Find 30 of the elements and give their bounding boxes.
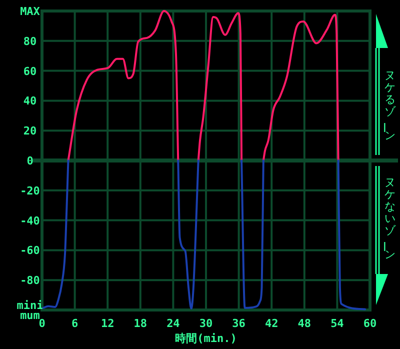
line-series	[262, 14, 340, 162]
y-tick-label: 40	[23, 94, 37, 108]
line-series	[42, 160, 70, 309]
text: ヌケるゾーン	[378, 69, 396, 142]
line-series	[240, 160, 264, 309]
x-tick-label: 60	[363, 317, 377, 330]
line-series	[177, 160, 200, 310]
y-tick-label: 20	[23, 124, 37, 138]
y-tick-label: -20	[20, 184, 40, 198]
y-tick-label: 60	[23, 64, 37, 78]
y-tick-label: 80	[23, 34, 37, 48]
x-axis-title: 時間(min.)	[175, 332, 237, 345]
x-tick-label: 6	[71, 317, 78, 330]
y-tick-label: -60	[20, 244, 40, 258]
x-tick-label: 30	[199, 317, 213, 330]
y-tick-label: -80	[20, 274, 40, 288]
x-tick-label: 24	[166, 317, 180, 330]
x-tick-label: 54	[330, 317, 344, 330]
y-tick-label: MAX	[20, 5, 40, 18]
line-series	[337, 160, 366, 310]
x-tick-label: 36	[232, 317, 246, 330]
y-tick-label: 0	[26, 154, 34, 168]
x-tick-label: 18	[134, 317, 148, 330]
x-tick-label: 12	[100, 317, 114, 330]
text: ヌケないゾーン	[378, 176, 396, 261]
x-tick-label: 48	[298, 317, 312, 330]
y-tick-label: -40	[20, 214, 40, 228]
x-tick-label: 42	[264, 317, 278, 330]
line-series	[67, 10, 180, 162]
line-series	[197, 12, 243, 162]
